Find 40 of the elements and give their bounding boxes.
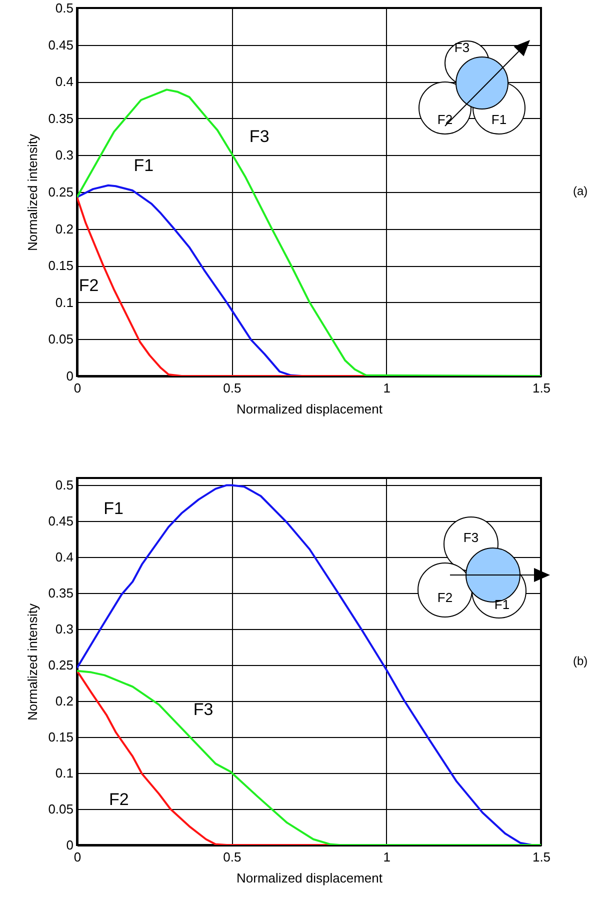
y-tick-label: 0.1	[55, 766, 74, 781]
y-tick-label: 0.05	[48, 332, 74, 347]
series-label: F3	[249, 126, 270, 146]
y-tick-label: 0.25	[48, 658, 74, 673]
x-tick-label: 0.5	[223, 850, 242, 864]
x-tick-label: 0.5	[223, 380, 242, 396]
y-tick-label: 0.25	[48, 184, 74, 200]
text: (a)	[573, 184, 588, 198]
y-tick-label: 0.35	[48, 586, 74, 601]
y-tick-label: 0.2	[55, 221, 74, 236]
y-tick-label: 0.4	[55, 74, 74, 90]
y-tick-label: 0.05	[48, 802, 74, 817]
x-tick-label: 1.5	[532, 850, 551, 864]
text: F1	[104, 498, 124, 518]
text: (b)	[573, 654, 588, 668]
series-label: F2	[109, 790, 129, 809]
x-tick-label: 1.5	[532, 380, 551, 396]
y-tick-label: 0	[66, 838, 74, 852]
y-tick-label: 0.45	[48, 37, 74, 52]
y-tick-label: 0.3	[55, 622, 74, 637]
series-label: F1	[134, 156, 154, 176]
series-label: F2	[78, 276, 99, 296]
y-tick-label: 0.15	[48, 730, 74, 745]
y-axis-title: Normalized intensity	[25, 602, 40, 721]
x-tick-label: 1	[383, 850, 390, 864]
x-tick-label: 1	[383, 380, 390, 396]
y-tick-label: 0.5	[55, 0, 74, 16]
y-axis-title: Normalized intensity	[25, 133, 40, 252]
y-tick-label: 0.35	[48, 110, 74, 126]
y-tick-label: 0.2	[55, 694, 74, 709]
y-tick-label: 0.4	[55, 550, 74, 565]
y-tick-label: 0.3	[55, 148, 74, 163]
y-tick-label: 0.45	[48, 514, 74, 529]
series-label: F3	[193, 700, 214, 720]
y-tick-label: 0.5	[55, 478, 74, 493]
x-axis-title: Normalized displacement	[236, 402, 383, 416]
y-tick-label: 0.15	[48, 258, 74, 274]
y-tick-label: 0	[66, 368, 74, 384]
x-axis-title: Normalized displacement	[236, 870, 383, 886]
y-tick-label: 0.1	[55, 294, 74, 310]
